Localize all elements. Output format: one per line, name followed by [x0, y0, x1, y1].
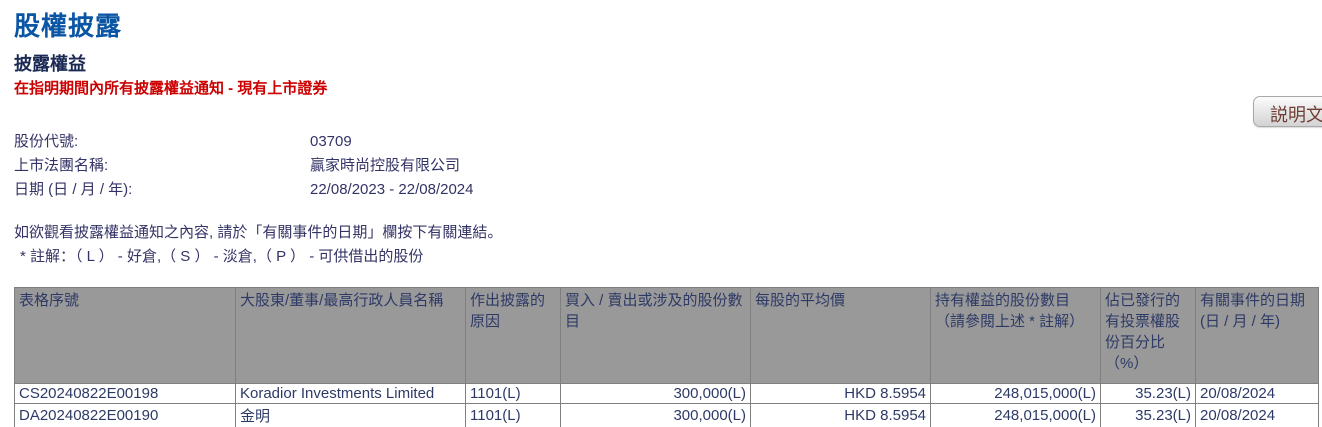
stock-code-label: 股份代號:: [14, 133, 79, 150]
cell-event-date-link[interactable]: 20/08/2024: [1195, 383, 1319, 404]
col-header-form-serial-number: 表格序號: [14, 287, 236, 384]
col-header-disclosure-reason: 作出披露的原因: [465, 287, 561, 384]
cell-shareholder-name: 金明: [235, 403, 466, 427]
cell-percentage: 35.23(L): [1100, 383, 1196, 404]
help-documents-button[interactable]: 説明文件: [1253, 96, 1322, 127]
cell-shares-involved: 300,000(L): [560, 403, 751, 427]
stock-code-row: 股份代號: 03709: [14, 130, 473, 154]
col-header-shareholder-name: 大股東/董事/最高行政人員名稱: [235, 287, 466, 384]
cell-shares-interested: 248,015,000(L): [930, 383, 1101, 404]
cell-percentage: 35.23(L): [1100, 403, 1196, 427]
corporation-name-row: 上市法團名稱: 贏家時尚控股有限公司: [14, 154, 473, 178]
col-header-relevant-event-date: 有關事件的日期 (日 / 月 / 年): [1195, 287, 1319, 384]
period-subtitle: 在指明期間內所有披露權益通知 - 現有上市證券: [14, 80, 328, 97]
cell-form-serial-number: CS20240822E00198: [14, 383, 236, 404]
cell-shareholder-name: Koradior Investments Limited: [235, 383, 466, 404]
stock-code-value: 03709: [310, 133, 352, 150]
table-header-row: 表格序號 大股東/董事/最高行政人員名稱 作出披露的原因 買入 / 賣出或涉及的…: [14, 287, 1319, 384]
col-header-average-price: 每股的平均價: [750, 287, 931, 384]
section-title: 披露權益: [14, 54, 86, 74]
corporation-name-value: 贏家時尚控股有限公司: [310, 157, 461, 174]
col-header-shares-involved: 買入 / 賣出或涉及的股份數目: [560, 287, 751, 384]
col-header-percentage-voting-shares: 佔已發行的有投票權股份百分比（%）: [1100, 287, 1196, 384]
search-criteria: 股份代號: 03709 上市法團名稱: 贏家時尚控股有限公司 日期 (日 / 月…: [14, 130, 473, 202]
date-range-label: 日期 (日 / 月 / 年):: [14, 181, 133, 198]
cell-average-price: HKD 8.5954: [750, 383, 931, 404]
cell-shares-involved: 300,000(L): [560, 383, 751, 404]
corporation-name-label: 上市法團名稱:: [14, 157, 109, 174]
table-row: CS20240822E00198 Koradior Investments Li…: [14, 383, 1319, 404]
legend-text: * 註解：（ L ） - 好倉,（ S ） - 淡倉,（ P ） - 可供借出的…: [20, 248, 424, 265]
disclosure-table: 表格序號 大股東/董事/最高行政人員名稱 作出披露的原因 買入 / 賣出或涉及的…: [14, 287, 1319, 427]
table-row: DA20240822E00190 金明 1101(L) 300,000(L) H…: [14, 403, 1319, 427]
date-range-row: 日期 (日 / 月 / 年): 22/08/2023 - 22/08/2024: [14, 178, 473, 202]
cell-average-price: HKD 8.5954: [750, 403, 931, 427]
page-title: 股權披露: [14, 11, 123, 41]
cell-event-date-link[interactable]: 20/08/2024: [1195, 403, 1319, 427]
instruction-text: 如欲觀看披露權益通知之內容, 請於「有關事件的日期」欄按下有關連結。: [14, 224, 503, 241]
col-header-shares-interested: 持有權益的股份數目（請參閱上述 * 註解）: [930, 287, 1101, 384]
date-range-value: 22/08/2023 - 22/08/2024: [310, 181, 474, 198]
cell-form-serial-number: DA20240822E00190: [14, 403, 236, 427]
cell-shares-interested: 248,015,000(L): [930, 403, 1101, 427]
cell-disclosure-reason: 1101(L): [465, 383, 561, 404]
cell-disclosure-reason: 1101(L): [465, 403, 561, 427]
